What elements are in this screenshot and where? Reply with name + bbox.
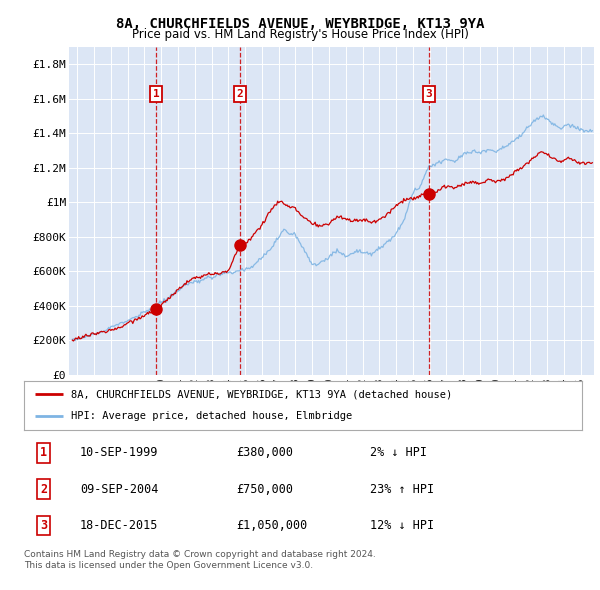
Text: 1: 1 <box>40 447 47 460</box>
Text: This data is licensed under the Open Government Licence v3.0.: This data is licensed under the Open Gov… <box>24 560 313 569</box>
Text: Price paid vs. HM Land Registry's House Price Index (HPI): Price paid vs. HM Land Registry's House … <box>131 28 469 41</box>
Text: 8A, CHURCHFIELDS AVENUE, WEYBRIDGE, KT13 9YA: 8A, CHURCHFIELDS AVENUE, WEYBRIDGE, KT13… <box>116 17 484 31</box>
Text: 12% ↓ HPI: 12% ↓ HPI <box>370 519 434 532</box>
Text: Contains HM Land Registry data © Crown copyright and database right 2024.: Contains HM Land Registry data © Crown c… <box>24 550 376 559</box>
Text: 23% ↑ HPI: 23% ↑ HPI <box>370 483 434 496</box>
Text: 3: 3 <box>425 88 433 99</box>
Text: 10-SEP-1999: 10-SEP-1999 <box>80 447 158 460</box>
Text: 09-SEP-2004: 09-SEP-2004 <box>80 483 158 496</box>
Text: 18-DEC-2015: 18-DEC-2015 <box>80 519 158 532</box>
Text: 1: 1 <box>152 88 160 99</box>
Text: £1,050,000: £1,050,000 <box>236 519 307 532</box>
Text: HPI: Average price, detached house, Elmbridge: HPI: Average price, detached house, Elmb… <box>71 411 353 421</box>
Text: £750,000: £750,000 <box>236 483 293 496</box>
Text: 2% ↓ HPI: 2% ↓ HPI <box>370 447 427 460</box>
Text: £380,000: £380,000 <box>236 447 293 460</box>
Text: 8A, CHURCHFIELDS AVENUE, WEYBRIDGE, KT13 9YA (detached house): 8A, CHURCHFIELDS AVENUE, WEYBRIDGE, KT13… <box>71 389 452 399</box>
Text: 2: 2 <box>40 483 47 496</box>
Text: 3: 3 <box>40 519 47 532</box>
Text: 2: 2 <box>236 88 243 99</box>
